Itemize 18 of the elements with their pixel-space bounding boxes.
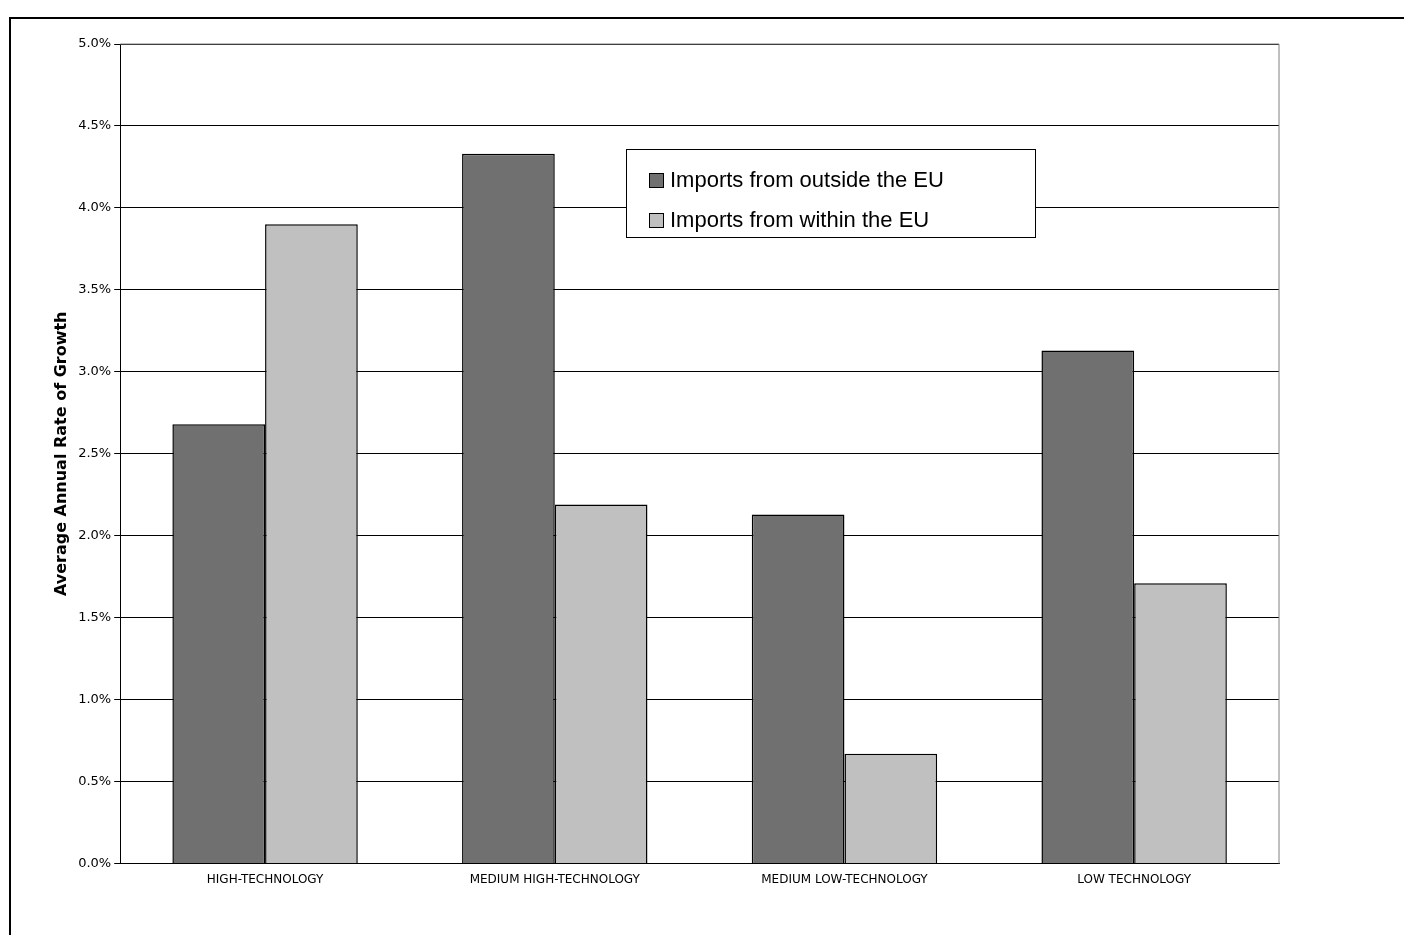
y-tick-label: 0.0% (78, 854, 112, 870)
legend-label: Imports from outside the EU (670, 167, 944, 193)
x-tick-label: HIGH-TECHNOLOGY (206, 871, 325, 886)
y-axis-title: Average Annual Rate of Growth (50, 311, 70, 597)
y-tick-label: 2.5% (78, 445, 112, 461)
y-tick-label: 1.5% (78, 609, 112, 625)
x-tick-label: MEDIUM LOW-TECHNOLOGY (761, 871, 929, 886)
y-tick-label: 3.0% (78, 363, 112, 379)
y-tick-label: 4.0% (78, 199, 112, 215)
y-tick-label: 2.0% (78, 527, 112, 543)
y-tick-label: 4.5% (78, 117, 112, 133)
legend-label: Imports from within the EU (670, 207, 930, 233)
x-tick-label: LOW TECHNOLOGY (1077, 871, 1192, 886)
x-tick-label: MEDIUM HIGH-TECHNOLOGY (469, 871, 641, 886)
y-tick-label: 5.0% (78, 35, 112, 51)
y-tick-label: 3.5% (78, 281, 112, 297)
y-tick-label: 0.5% (78, 773, 112, 789)
y-tick-label: 1.0% (78, 691, 112, 707)
